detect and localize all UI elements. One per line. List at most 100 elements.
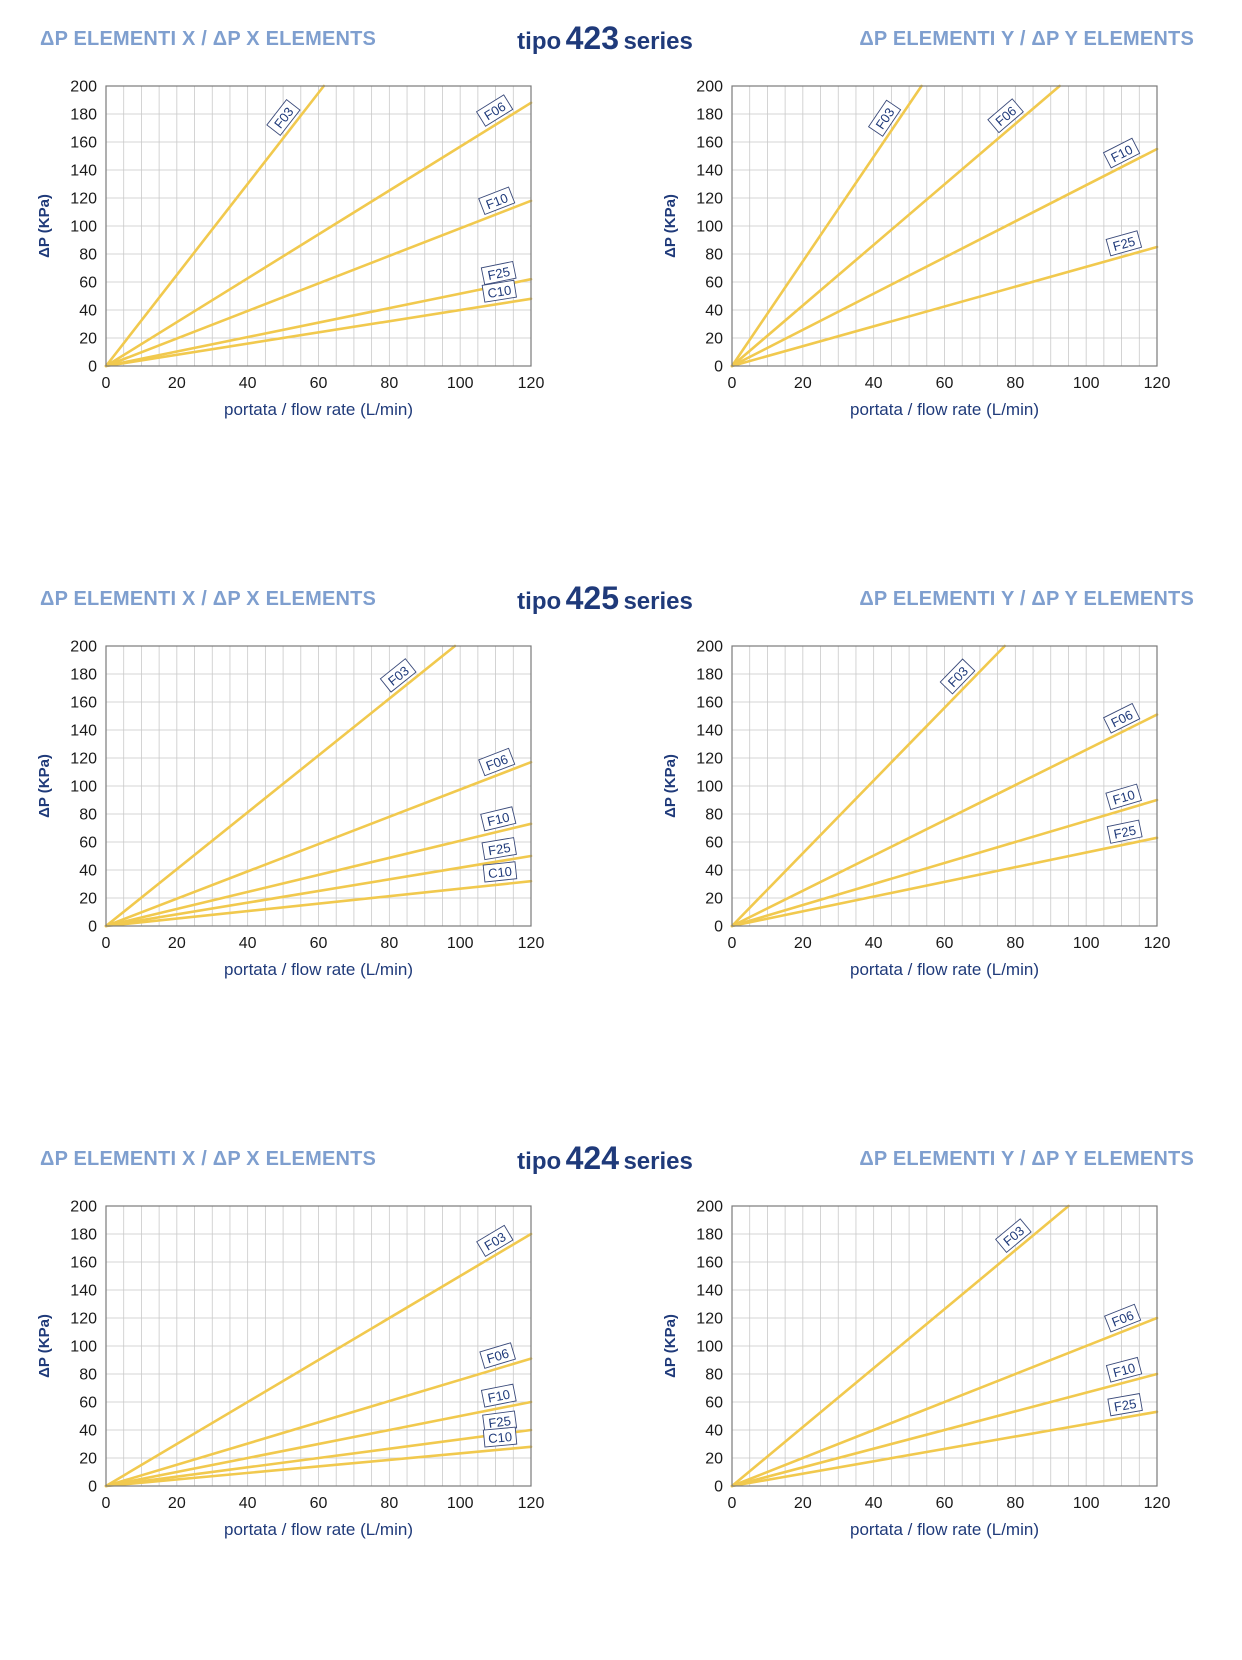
y-tick-label: 200 <box>696 639 723 656</box>
series-line-c10 <box>104 1445 533 1488</box>
y-tick-label: 40 <box>79 1423 97 1440</box>
series-tag: C10 <box>482 861 518 883</box>
x-tick-label: 20 <box>168 375 186 392</box>
series-tag: F10 <box>478 186 516 216</box>
y-tick-label: 180 <box>70 667 97 684</box>
y-tick-label: 180 <box>70 1227 97 1244</box>
series-tag: F06 <box>1102 702 1141 734</box>
series-tag-box <box>480 806 517 832</box>
x-tick-label: 0 <box>102 1495 111 1512</box>
series-tag-box <box>1105 1356 1143 1383</box>
series-tag-label: F10 <box>486 809 511 829</box>
y-tick-label: 100 <box>696 1339 723 1356</box>
y-axis-label: ΔP (KPa) <box>662 194 679 258</box>
series-tag: F10 <box>480 1383 517 1408</box>
y-tick-label: 40 <box>79 863 97 880</box>
series-tag: F10 <box>1105 783 1142 811</box>
y-tick-label: 140 <box>70 1283 97 1300</box>
y-tick-label: 20 <box>705 331 723 348</box>
series-tag-label: F25 <box>488 1413 512 1431</box>
y-tick-label: 40 <box>79 303 97 320</box>
y-tick-label: 20 <box>79 891 97 908</box>
series-tag: F25 <box>1107 1393 1143 1417</box>
y-tick-label: 200 <box>70 639 97 656</box>
series-tag-label: F06 <box>485 1346 511 1367</box>
series-tag: F25 <box>480 260 517 286</box>
x-tick-label: 120 <box>1144 375 1171 392</box>
y-tick-label: 160 <box>70 695 97 712</box>
y-tick-label: 0 <box>714 919 723 936</box>
y-tick-label: 200 <box>70 79 97 96</box>
series-tag-box <box>867 99 902 137</box>
x-tick-label: 0 <box>102 375 111 392</box>
series-tag: F06 <box>1104 1303 1142 1333</box>
series-tag: F06 <box>478 747 516 777</box>
series-line-f10 <box>104 199 533 368</box>
series-tag-label: F10 <box>1111 1360 1136 1380</box>
plot-frame <box>731 645 1158 927</box>
y-tick-label: 120 <box>696 191 723 208</box>
series-tag-label: F25 <box>486 264 511 283</box>
series-line-f25 <box>730 1410 1159 1488</box>
x-tick-label: 40 <box>239 1495 257 1512</box>
series-tag-box <box>479 1342 516 1369</box>
series-tag-label: F25 <box>1112 823 1137 842</box>
x-tick-label: 0 <box>102 935 111 952</box>
y-tick-label: 100 <box>70 779 97 796</box>
series-line-f25 <box>730 245 1159 368</box>
header-y-elements: ΔP ELEMENTI Y / ΔP Y ELEMENTS <box>859 28 1194 50</box>
series-tag-box <box>475 94 514 127</box>
y-tick-label: 20 <box>705 1451 723 1468</box>
series-line-f25 <box>730 836 1159 928</box>
y-axis-label: ΔP (KPa) <box>36 1314 53 1378</box>
series-tag-box <box>480 260 517 286</box>
x-tick-label: 120 <box>518 375 545 392</box>
series-tag-label: F10 <box>1111 787 1137 808</box>
title-prefix: tipo <box>517 588 562 615</box>
series-number: 425 <box>565 580 619 616</box>
y-tick-label: 120 <box>696 1311 723 1328</box>
header-x-elements: ΔP ELEMENTI X / ΔP X ELEMENTS <box>40 1148 377 1170</box>
x-tick-label: 40 <box>865 375 883 392</box>
y-tick-label: 200 <box>70 1199 97 1216</box>
y-tick-label: 120 <box>696 751 723 768</box>
x-tick-label: 40 <box>239 375 257 392</box>
x-tick-label: 20 <box>168 935 186 952</box>
series-line-f25 <box>104 277 533 368</box>
x-tick-label: 100 <box>1073 1495 1100 1512</box>
y-tick-label: 180 <box>70 107 97 124</box>
y-tick-label: 0 <box>88 919 97 936</box>
y-tick-label: 0 <box>88 1479 97 1496</box>
x-tick-label: 80 <box>380 375 398 392</box>
series-line-f06 <box>730 84 1061 368</box>
y-tick-label: 20 <box>705 891 723 908</box>
series-tag: F10 <box>480 806 517 832</box>
series-tag: F25 <box>1106 819 1143 844</box>
series-tag-box <box>481 279 517 303</box>
series-line-f10 <box>104 822 533 928</box>
y-tick-label: 180 <box>696 667 723 684</box>
series-tag-box <box>1107 1393 1143 1417</box>
series-line-f06 <box>104 1357 533 1488</box>
series-number: 423 <box>565 20 619 56</box>
title-prefix: tipo <box>517 1148 562 1175</box>
y-tick-label: 160 <box>70 135 97 152</box>
series-tag: F25 <box>1105 230 1143 257</box>
y-tick-label: 100 <box>696 219 723 236</box>
title-suffix: series <box>623 1148 693 1175</box>
series-tag-box <box>478 747 516 777</box>
y-tick-label: 60 <box>705 835 723 852</box>
header-x-elements: ΔP ELEMENTI X / ΔP X ELEMENTS <box>40 588 377 610</box>
series-line-f03 <box>104 1232 533 1488</box>
y-tick-label: 140 <box>70 163 97 180</box>
series-tag-box <box>266 99 301 136</box>
x-axis-label: portata / flow rate (L/min) <box>224 960 413 979</box>
x-tick-label: 120 <box>518 935 545 952</box>
y-tick-label: 140 <box>696 163 723 180</box>
y-tick-label: 100 <box>70 219 97 236</box>
x-tick-label: 80 <box>380 935 398 952</box>
series-line-f03 <box>104 644 457 928</box>
series-line-f06 <box>730 1316 1159 1488</box>
